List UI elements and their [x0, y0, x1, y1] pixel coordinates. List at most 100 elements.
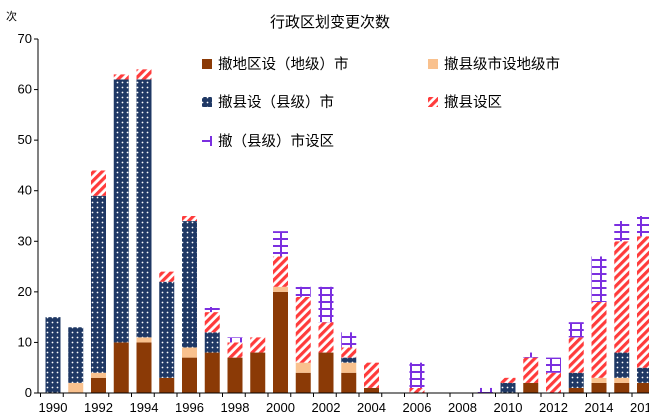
x-tick-label: 2014: [585, 400, 614, 415]
bar-segment: [318, 322, 334, 353]
y-tick-label: 50: [18, 132, 32, 147]
bar-segment: [637, 216, 649, 237]
x-tick-label: 2006: [403, 400, 432, 415]
bar-segment: [546, 357, 561, 373]
bar-segment: [91, 377, 106, 393]
bar-segment: [364, 387, 379, 393]
bar-segment: [614, 241, 630, 353]
bar-segment: [182, 347, 197, 358]
legend-label: 撤县级市设地级市: [444, 56, 560, 73]
legend-swatch: [428, 97, 438, 107]
bar-segment: [273, 231, 288, 257]
bar-segment: [614, 382, 630, 393]
bar-segment: [159, 377, 175, 393]
x-tick-label: 2010: [494, 400, 523, 415]
bar-segment: [295, 286, 311, 297]
bar-segment: [159, 271, 175, 282]
bar-segment: [523, 382, 539, 393]
bar-segment: [568, 322, 584, 338]
bar-segment: [250, 337, 266, 353]
bar-segment: [477, 387, 493, 393]
x-tick-label: 2000: [266, 400, 295, 415]
bar-segment: [204, 312, 220, 333]
bar-segment: [591, 301, 607, 378]
legend-label: 撤县设区: [444, 94, 502, 111]
bar-segment: [91, 195, 106, 373]
bar-segment: [136, 69, 152, 80]
bar-segment: [273, 286, 288, 292]
bar-segment: [409, 387, 425, 393]
bar-segment: [523, 352, 539, 358]
bar-segment: [614, 221, 630, 242]
bar-segment: [182, 221, 197, 348]
bar-segment: [68, 382, 84, 393]
bar-segment: [227, 357, 243, 393]
legend-swatch: [202, 97, 212, 107]
bar-segment: [409, 362, 425, 388]
bar-segment: [318, 352, 334, 393]
bar-segment: [273, 291, 288, 393]
bar-segment: [637, 367, 649, 383]
bar-segment: [295, 372, 311, 393]
bar-segment: [568, 337, 584, 373]
x-tick-label: 1998: [221, 400, 250, 415]
bar-segment: [182, 357, 197, 393]
bar-segment: [364, 362, 379, 388]
x-axis: 1990 1992 1994 1996 1998 2000 2002 2004 2006 2008…: [38, 392, 649, 415]
legend-swatch: [202, 59, 212, 69]
bar-segment: [523, 357, 539, 383]
bar-segment: [295, 362, 311, 373]
y-axis-unit: 次: [6, 9, 17, 23]
bar-segment: [68, 327, 84, 383]
y-axis: 0 10 20 30 40 50 60 70: [18, 31, 39, 400]
bar-segment: [591, 256, 607, 302]
y-tick-label: 20: [18, 284, 32, 299]
bar-segment: [204, 352, 220, 393]
bar-segment: [273, 256, 288, 287]
x-tick-label: 2008: [448, 400, 477, 415]
bar-segment: [568, 372, 584, 388]
legend-swatch: [202, 136, 212, 146]
x-tick-label: 1990: [39, 400, 68, 415]
legend-label: 撤地区设（地级）市: [218, 56, 349, 73]
bar-segment: [113, 79, 129, 343]
x-tick-label: 2012: [539, 400, 568, 415]
bar-segment: [136, 79, 152, 338]
bar-segment: [113, 342, 129, 393]
y-tick-label: 0: [25, 385, 32, 400]
bar-segment: [204, 307, 220, 313]
bar-segment: [250, 352, 266, 393]
x-tick-label: 2002: [312, 400, 341, 415]
bar-segment: [341, 357, 357, 363]
bar-segment: [614, 352, 630, 378]
bar-segment: [159, 281, 175, 378]
bar-segment: [637, 382, 649, 393]
bar-segment: [341, 372, 357, 393]
y-tick-label: 40: [18, 183, 32, 198]
bar-segment: [341, 347, 357, 358]
y-tick-label: 60: [18, 82, 32, 97]
bar-segment: [45, 317, 61, 393]
legend-swatch: [428, 59, 438, 69]
bar-segment: [136, 337, 152, 343]
bar-segment: [318, 286, 334, 323]
bar-segment: [136, 342, 152, 393]
bar-segment: [91, 372, 106, 378]
bar-segment: [591, 377, 607, 383]
y-tick-label: 10: [18, 334, 32, 349]
bar-segment: [637, 236, 649, 368]
legend-label: 撤县设（县级）市: [218, 94, 334, 111]
chart-title: 行政区划变更次数: [270, 13, 390, 31]
bar-segment: [614, 377, 630, 383]
bar-segment: [591, 382, 607, 393]
x-tick-label: 1992: [84, 400, 113, 415]
bar-segment: [500, 377, 516, 383]
bars-group: [45, 69, 649, 393]
bar-segment: [227, 337, 243, 343]
bar-segment: [91, 170, 106, 196]
y-tick-label: 30: [18, 233, 32, 248]
bar-segment: [341, 332, 357, 348]
legend-label: 撤（县级）市设区: [218, 133, 334, 150]
